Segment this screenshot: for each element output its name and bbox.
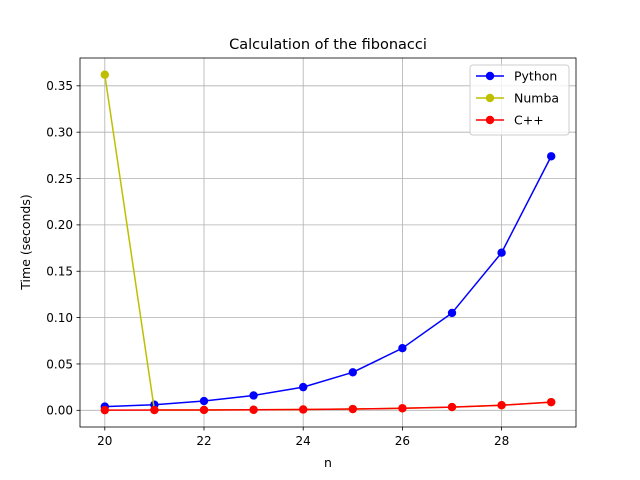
x-tick-label: 22	[196, 434, 211, 448]
legend-item: Python	[476, 69, 557, 84]
y-tick-label: 0.30	[46, 125, 73, 139]
data-point	[398, 343, 407, 353]
legend-marker	[485, 71, 495, 81]
data-point	[199, 405, 209, 415]
chart-title: Calculation of the fibonacci	[229, 37, 427, 53]
x-axis-label: n	[324, 455, 332, 470]
y-tick-label: 0.15	[46, 265, 73, 279]
legend-label: C++	[514, 113, 544, 128]
series-python	[100, 152, 556, 411]
data-point	[100, 70, 110, 79]
legend-box	[469, 64, 570, 136]
data-point	[348, 404, 357, 414]
series-line	[104, 155, 552, 408]
series-line	[104, 401, 552, 411]
data-point	[398, 404, 407, 413]
legend-marker	[485, 115, 495, 125]
x-tick-label: 20	[97, 434, 112, 448]
data-point	[199, 396, 209, 406]
y-tick-label: 0.10	[46, 311, 73, 325]
data-point	[150, 405, 159, 415]
plot-frame	[79, 57, 577, 428]
series-c-	[100, 397, 556, 415]
legend-item: C++	[476, 113, 544, 128]
data-point	[547, 152, 556, 161]
series-layer	[100, 70, 556, 415]
data-point	[100, 405, 110, 415]
data-point	[348, 368, 357, 377]
y-tick-label: 0.20	[46, 218, 73, 232]
y-tick-label: 0.00	[46, 404, 73, 418]
legend-label: Python	[514, 69, 557, 84]
y-tick-label: 0.25	[46, 172, 73, 186]
y-axis-label: Time (seconds)	[18, 194, 33, 290]
x-tick-label: 26	[395, 434, 410, 448]
data-point	[497, 248, 506, 257]
data-point	[447, 308, 457, 318]
axes-layer: 20 22 24 26 28 0.00 0.05 0.10 0.15 0.20 0.25 0.30 0.…	[46, 57, 577, 448]
data-point	[299, 382, 308, 392]
x-tick-label: 28	[494, 434, 509, 448]
data-point	[299, 405, 308, 414]
data-point	[249, 391, 258, 400]
y-tick-label: 0.35	[46, 79, 73, 93]
data-point	[447, 402, 457, 412]
legend-item: Numba	[476, 91, 559, 106]
legend: Python Numba C++	[469, 64, 570, 136]
x-tick-label: 24	[296, 434, 311, 448]
legend-label: Numba	[514, 91, 559, 106]
data-point	[547, 397, 556, 407]
legend-marker	[485, 93, 495, 103]
data-point	[497, 401, 506, 410]
y-tick-label: 0.05	[46, 357, 73, 371]
data-point	[249, 405, 258, 414]
